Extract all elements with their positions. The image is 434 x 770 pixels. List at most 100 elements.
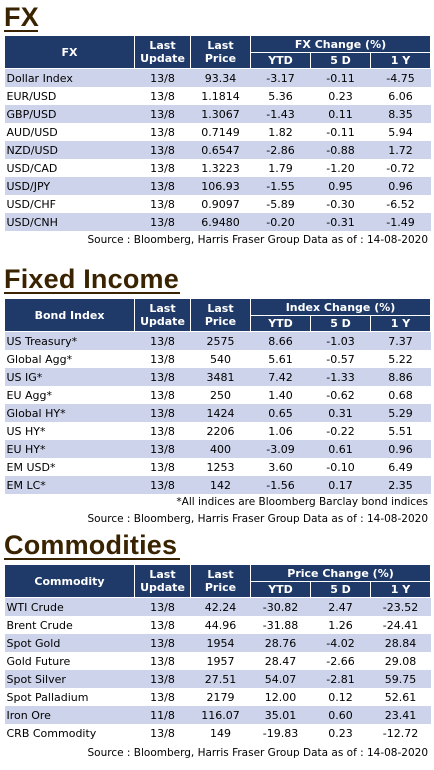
cell-5d: -0.11: [310, 123, 371, 141]
col-header-5d: 5 D: [310, 52, 371, 69]
cell-last-update: 13/8: [134, 476, 191, 494]
cell-last-price: 540: [190, 350, 251, 368]
table-row: Spot Palladium 13/8 2179 12.00 0.12 52.61: [4, 688, 431, 706]
cell-name: US Treasury*: [4, 331, 135, 350]
cell-ytd: -31.88: [250, 616, 311, 634]
cell-1y: -23.52: [370, 597, 431, 616]
cell-5d: 0.12: [310, 688, 371, 706]
cell-1y: -12.72: [370, 724, 431, 742]
cell-last-price: 2206: [190, 422, 251, 440]
cell-ytd: 5.36: [250, 87, 311, 105]
cell-5d: 0.17: [310, 476, 371, 494]
table-row: EUR/USD 13/8 1.1814 5.36 0.23 6.06: [4, 87, 431, 105]
cell-1y: -1.49: [370, 213, 431, 231]
cell-last-price: 1.3067: [190, 105, 251, 123]
cell-5d: -0.22: [310, 422, 371, 440]
cell-last-price: 42.24: [190, 597, 251, 616]
cell-1y: -24.41: [370, 616, 431, 634]
cell-last-price: 0.7149: [190, 123, 251, 141]
cell-5d: 0.95: [310, 177, 371, 195]
cell-1y: 5.51: [370, 422, 431, 440]
table-row: Brent Crude 13/8 44.96 -31.88 1.26 -24.41: [4, 616, 431, 634]
table-row: CRB Commodity 13/8 149 -19.83 0.23 -12.72: [4, 724, 431, 742]
table-row: EU Agg* 13/8 250 1.40 -0.62 0.68: [4, 386, 431, 404]
cell-last-price: 142: [190, 476, 251, 494]
cell-5d: 2.47: [310, 597, 371, 616]
cell-name: Dollar Index: [4, 68, 135, 87]
cell-ytd: -30.82: [250, 597, 311, 616]
cell-name: Global Agg*: [4, 350, 135, 368]
col-header-1y: 1 Y: [369, 52, 432, 69]
cell-5d: -0.11: [310, 68, 371, 87]
cell-name: USD/CAD: [4, 159, 135, 177]
cell-name: WTI Crude: [4, 597, 135, 616]
col-header-last-update: Last Update: [134, 298, 191, 332]
cell-name: USD/CHF: [4, 195, 135, 213]
cell-last-update: 13/8: [134, 350, 191, 368]
cell-ytd: -5.89: [250, 195, 311, 213]
cell-last-update: 13/8: [134, 634, 191, 652]
cell-ytd: -19.83: [250, 724, 311, 742]
table-row: WTI Crude 13/8 42.24 -30.82 2.47 -23.52: [4, 597, 431, 616]
table-row: US Treasury* 13/8 2575 8.66 -1.03 7.37: [4, 331, 431, 350]
cell-last-update: 13/8: [134, 440, 191, 458]
col-header-last-update: Last Update: [134, 564, 191, 598]
fixed-income-source: Source : Bloomberg, Harris Fraser Group …: [87, 513, 429, 525]
cell-ytd: -0.20: [250, 213, 311, 231]
fixed-income-table: Bond Index Last Update Last Price Index …: [4, 298, 432, 494]
cell-name: Spot Palladium: [4, 688, 135, 706]
cell-ytd: 1.82: [250, 123, 311, 141]
cell-name: EM LC*: [4, 476, 135, 494]
cell-ytd: 1.06: [250, 422, 311, 440]
cell-name: USD/JPY: [4, 177, 135, 195]
cell-5d: 1.26: [310, 616, 371, 634]
cell-name: US HY*: [4, 422, 135, 440]
fx-title: FX: [4, 2, 39, 32]
cell-5d: -1.03: [310, 331, 371, 350]
col-header-name: Commodity: [4, 564, 135, 598]
table-row: US HY* 13/8 2206 1.06 -0.22 5.51: [4, 422, 431, 440]
cell-last-update: 13/8: [134, 159, 191, 177]
table-row: USD/JPY 13/8 106.93 -1.55 0.95 0.96: [4, 177, 431, 195]
cell-5d: -2.81: [310, 670, 371, 688]
col-header-change-group: FX Change (%): [249, 35, 432, 53]
cell-5d: 0.23: [310, 87, 371, 105]
cell-1y: 5.22: [370, 350, 431, 368]
cell-name: Iron Ore: [4, 706, 135, 724]
col-header-5d: 5 D: [310, 581, 371, 598]
cell-last-price: 149: [190, 724, 251, 742]
cell-ytd: 12.00: [250, 688, 311, 706]
cell-ytd: -3.09: [250, 440, 311, 458]
cell-5d: -0.88: [310, 141, 371, 159]
cell-last-price: 6.9480: [190, 213, 251, 231]
cell-name: EM USD*: [4, 458, 135, 476]
table-row: US IG* 13/8 3481 7.42 -1.33 8.86: [4, 368, 431, 386]
cell-5d: 0.11: [310, 105, 371, 123]
col-header-ytd: YTD: [250, 581, 311, 598]
table-row: Iron Ore 11/8 116.07 35.01 0.60 23.41: [4, 706, 431, 724]
table-row: NZD/USD 13/8 0.6547 -2.86 -0.88 1.72: [4, 141, 431, 159]
cell-5d: 0.61: [310, 440, 371, 458]
cell-last-price: 2179: [190, 688, 251, 706]
col-header-last-price: Last Price: [190, 298, 251, 332]
col-header-1y: 1 Y: [369, 581, 432, 598]
cell-name: NZD/USD: [4, 141, 135, 159]
cell-1y: -6.52: [370, 195, 431, 213]
cell-last-update: 13/8: [134, 458, 191, 476]
cell-1y: 0.96: [370, 177, 431, 195]
cell-last-update: 11/8: [134, 706, 191, 724]
cell-ytd: 35.01: [250, 706, 311, 724]
col-header-1y: 1 Y: [369, 315, 432, 332]
fixed-income-title: Fixed Income: [4, 264, 180, 294]
commodities-table: Commodity Last Update Last Price Price C…: [4, 564, 432, 742]
cell-1y: 59.75: [370, 670, 431, 688]
cell-last-price: 116.07: [190, 706, 251, 724]
cell-5d: -0.57: [310, 350, 371, 368]
cell-ytd: 5.61: [250, 350, 311, 368]
cell-name: USD/CNH: [4, 213, 135, 231]
cell-5d: 0.31: [310, 404, 371, 422]
cell-1y: 8.35: [370, 105, 431, 123]
cell-1y: 2.35: [370, 476, 431, 494]
cell-ytd: 8.66: [250, 331, 311, 350]
cell-last-price: 400: [190, 440, 251, 458]
